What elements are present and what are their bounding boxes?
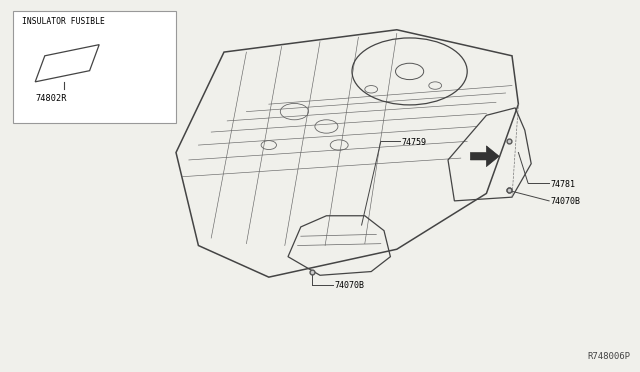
Text: INSULATOR FUSIBLE: INSULATOR FUSIBLE [22, 17, 105, 26]
Text: 74781: 74781 [550, 180, 575, 189]
Bar [13, 11, 176, 123]
Text: R748006P: R748006P [588, 352, 630, 361]
Text: 74070B: 74070B [334, 281, 364, 290]
Text: 74759: 74759 [401, 138, 426, 147]
Polygon shape [470, 146, 499, 167]
Text: 74070B: 74070B [550, 198, 580, 206]
Text: 74802R: 74802R [35, 94, 67, 103]
